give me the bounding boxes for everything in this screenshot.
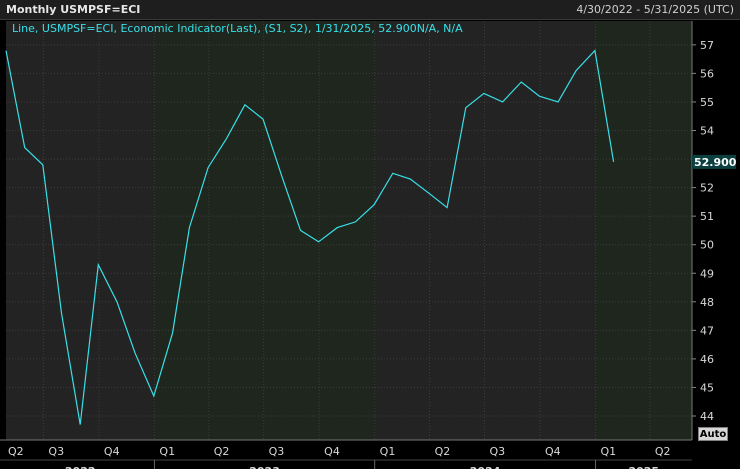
- last-value-label: 52.900: [694, 156, 737, 169]
- y-tick-label: 46: [700, 353, 714, 366]
- year-band: [595, 21, 692, 440]
- legend-text: Line, USMPSF=ECI, Economic Indicator(Las…: [12, 22, 463, 35]
- quarter-tick-label: Q4: [324, 445, 340, 458]
- chart-title: Monthly USMPSF=ECI: [6, 3, 141, 16]
- y-tick-label: 45: [700, 381, 714, 394]
- year-band: [154, 21, 375, 440]
- y-tick-label: 52: [700, 182, 714, 195]
- y-tick-label: 48: [700, 296, 714, 309]
- y-tick-label: 47: [700, 324, 714, 337]
- y-tick-label: 51: [700, 210, 714, 223]
- series-line: [5, 49, 615, 425]
- year-band: [6, 21, 155, 440]
- y-tick-label: 49: [700, 267, 714, 280]
- last-value-background: [692, 154, 736, 169]
- year-band: [374, 21, 596, 440]
- y-tick-label: 54: [700, 125, 714, 138]
- year-tick-label: 2024: [470, 465, 501, 469]
- line-chart[interactable]: 4445464748495051525354555657Q2Q3Q4Q1Q2Q3…: [0, 20, 740, 469]
- year-tick-label: 2025: [628, 465, 659, 469]
- y-tick-label: 50: [700, 239, 714, 252]
- year-tick-label: 2022: [65, 465, 96, 469]
- quarter-tick-label: Q2: [435, 445, 451, 458]
- quarter-tick-label: Q2: [655, 445, 671, 458]
- quarter-tick-label: Q1: [380, 445, 396, 458]
- quarter-tick-label: Q1: [159, 445, 175, 458]
- y-tick-label: 55: [700, 96, 714, 109]
- quarter-tick-label: Q3: [269, 445, 285, 458]
- y-tick-label: 56: [700, 67, 714, 80]
- date-range: 4/30/2022 - 5/31/2025 (UTC): [576, 3, 734, 16]
- y-tick-label: 57: [700, 39, 714, 52]
- quarter-tick-label: Q3: [48, 445, 64, 458]
- last-value-marker: 52.900: [692, 154, 737, 169]
- quarter-tick-label: Q4: [104, 445, 120, 458]
- auto-scale-button[interactable]: Auto: [698, 427, 728, 441]
- quarter-tick-label: Q3: [489, 445, 505, 458]
- quarter-tick-label: Q2: [8, 445, 24, 458]
- quarter-tick-label: Q4: [545, 445, 561, 458]
- quarter-tick-label: Q2: [214, 445, 230, 458]
- y-tick-label: 44: [700, 410, 714, 423]
- quarter-tick-label: Q1: [601, 445, 617, 458]
- chart-title-bar: Monthly USMPSF=ECI 4/30/2022 - 5/31/2025…: [0, 0, 740, 20]
- year-tick-label: 2023: [249, 465, 280, 469]
